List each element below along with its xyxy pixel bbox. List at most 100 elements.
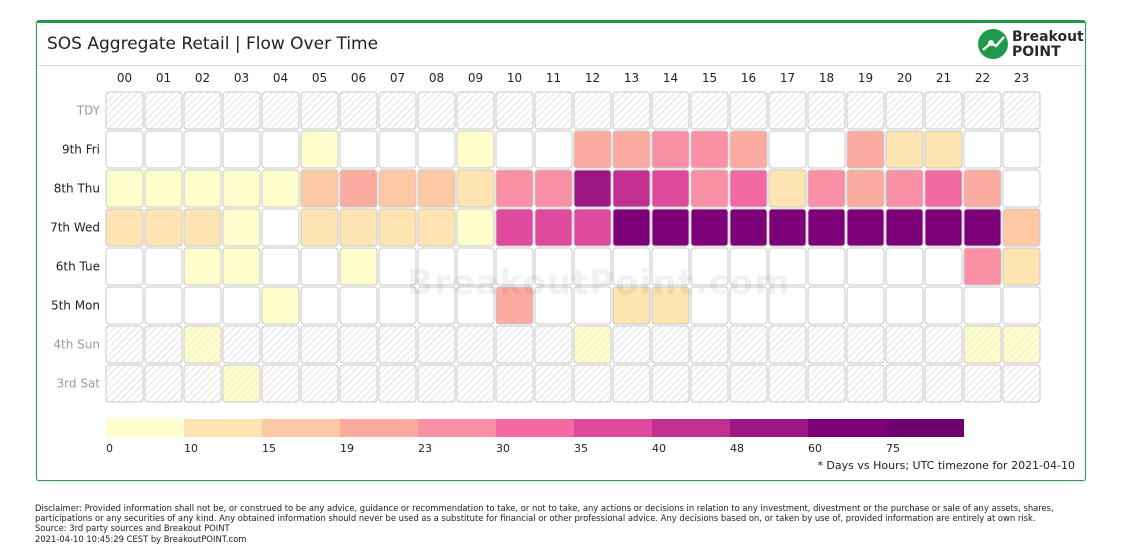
heatmap-cell[interactable] (651, 364, 690, 403)
heatmap-cell[interactable] (105, 286, 144, 325)
heatmap-cell[interactable] (612, 247, 651, 286)
heatmap-cell[interactable] (924, 91, 963, 130)
heatmap-cell[interactable] (807, 325, 846, 364)
heatmap-cell[interactable] (1002, 286, 1041, 325)
breakout-point-logo[interactable]: Breakout POINT (977, 28, 1084, 60)
heatmap-cell[interactable] (222, 91, 261, 130)
heatmap-cell[interactable] (534, 91, 573, 130)
heatmap-cell[interactable] (144, 208, 183, 247)
heatmap-cell[interactable] (417, 208, 456, 247)
heatmap-cell[interactable] (456, 91, 495, 130)
heatmap-cell[interactable] (534, 169, 573, 208)
heatmap-cell[interactable] (651, 247, 690, 286)
heatmap-cell[interactable] (1002, 247, 1041, 286)
heatmap-cell[interactable] (105, 247, 144, 286)
heatmap-cell[interactable] (417, 364, 456, 403)
heatmap-cell[interactable] (456, 208, 495, 247)
heatmap-cell[interactable] (495, 325, 534, 364)
heatmap-cell[interactable] (573, 169, 612, 208)
heatmap-cell[interactable] (807, 91, 846, 130)
heatmap-cell[interactable] (963, 364, 1002, 403)
heatmap-cell[interactable] (261, 208, 300, 247)
heatmap-cell[interactable] (378, 130, 417, 169)
heatmap-cell[interactable] (222, 208, 261, 247)
heatmap-cell[interactable] (1002, 208, 1041, 247)
heatmap-cell[interactable] (846, 91, 885, 130)
heatmap-cell[interactable] (417, 247, 456, 286)
heatmap-cell[interactable] (144, 286, 183, 325)
heatmap-cell[interactable] (144, 247, 183, 286)
heatmap-cell[interactable] (183, 286, 222, 325)
heatmap-cell[interactable] (573, 364, 612, 403)
heatmap-cell[interactable] (222, 130, 261, 169)
heatmap-cell[interactable] (612, 208, 651, 247)
heatmap-cell[interactable] (339, 208, 378, 247)
heatmap-cell[interactable] (963, 208, 1002, 247)
heatmap-cell[interactable] (300, 208, 339, 247)
heatmap-cell[interactable] (729, 364, 768, 403)
heatmap-cell[interactable] (339, 247, 378, 286)
heatmap-cell[interactable] (651, 325, 690, 364)
heatmap-cell[interactable] (261, 364, 300, 403)
heatmap-cell[interactable] (807, 364, 846, 403)
heatmap-cell[interactable] (417, 325, 456, 364)
heatmap-cell[interactable] (261, 91, 300, 130)
heatmap-cell[interactable] (924, 130, 963, 169)
heatmap-cell[interactable] (885, 364, 924, 403)
heatmap-cell[interactable] (144, 325, 183, 364)
heatmap-cell[interactable] (456, 247, 495, 286)
heatmap-cell[interactable] (378, 325, 417, 364)
heatmap-cell[interactable] (963, 286, 1002, 325)
heatmap-cell[interactable] (729, 247, 768, 286)
heatmap-cell[interactable] (105, 130, 144, 169)
heatmap-cell[interactable] (222, 247, 261, 286)
heatmap-cell[interactable] (495, 91, 534, 130)
heatmap-cell[interactable] (339, 364, 378, 403)
heatmap-cell[interactable] (261, 286, 300, 325)
heatmap-cell[interactable] (378, 247, 417, 286)
heatmap-cell[interactable] (807, 247, 846, 286)
heatmap-cell[interactable] (963, 91, 1002, 130)
heatmap-cell[interactable] (378, 208, 417, 247)
heatmap-cell[interactable] (339, 325, 378, 364)
heatmap-cell[interactable] (534, 247, 573, 286)
heatmap-cell[interactable] (846, 169, 885, 208)
heatmap-cell[interactable] (456, 286, 495, 325)
heatmap-cell[interactable] (456, 130, 495, 169)
heatmap-cell[interactable] (885, 208, 924, 247)
heatmap-cell[interactable] (222, 286, 261, 325)
heatmap-cell[interactable] (729, 208, 768, 247)
heatmap-cell[interactable] (612, 325, 651, 364)
heatmap-cell[interactable] (768, 91, 807, 130)
heatmap-cell[interactable] (651, 286, 690, 325)
heatmap-cell[interactable] (534, 325, 573, 364)
heatmap-cell[interactable] (378, 91, 417, 130)
heatmap-cell[interactable] (768, 169, 807, 208)
heatmap-cell[interactable] (690, 91, 729, 130)
heatmap-cell[interactable] (807, 208, 846, 247)
heatmap-cell[interactable] (729, 169, 768, 208)
heatmap-cell[interactable] (612, 169, 651, 208)
heatmap-cell[interactable] (339, 91, 378, 130)
heatmap-cell[interactable] (183, 364, 222, 403)
heatmap-cell[interactable] (300, 325, 339, 364)
heatmap-cell[interactable] (729, 91, 768, 130)
heatmap-cell[interactable] (768, 208, 807, 247)
heatmap-cell[interactable] (573, 91, 612, 130)
heatmap-cell[interactable] (768, 364, 807, 403)
heatmap-cell[interactable] (300, 169, 339, 208)
heatmap-cell[interactable] (417, 286, 456, 325)
heatmap-cell[interactable] (495, 130, 534, 169)
heatmap-cell[interactable] (261, 130, 300, 169)
heatmap-cell[interactable] (378, 169, 417, 208)
heatmap-cell[interactable] (807, 286, 846, 325)
heatmap-cell[interactable] (261, 325, 300, 364)
heatmap-cell[interactable] (846, 286, 885, 325)
heatmap-cell[interactable] (885, 247, 924, 286)
heatmap-cell[interactable] (612, 364, 651, 403)
heatmap-cell[interactable] (339, 169, 378, 208)
heatmap-cell[interactable] (183, 130, 222, 169)
heatmap-cell[interactable] (612, 91, 651, 130)
heatmap-cell[interactable] (105, 91, 144, 130)
heatmap-cell[interactable] (339, 286, 378, 325)
